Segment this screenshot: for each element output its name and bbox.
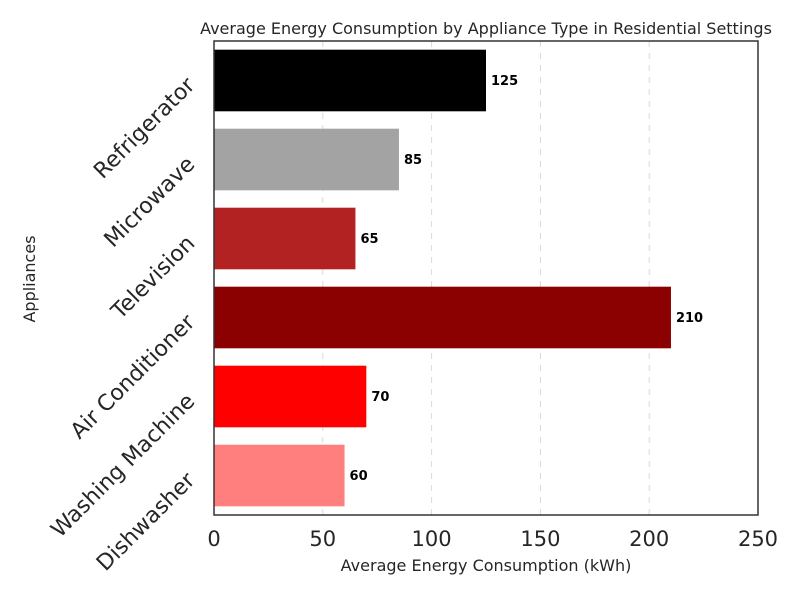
x-tick-label-2: 100 bbox=[412, 527, 452, 551]
x-tick-label-0: 0 bbox=[207, 527, 220, 551]
y-axis-label: Appliances bbox=[20, 235, 39, 322]
bar-3 bbox=[214, 286, 671, 349]
bar-5 bbox=[214, 444, 345, 507]
bar-0 bbox=[214, 49, 486, 112]
data-label-0: 125 bbox=[491, 74, 518, 89]
x-tick-label-3: 150 bbox=[520, 527, 560, 551]
x-tick-label-1: 50 bbox=[309, 527, 336, 551]
data-label-1: 85 bbox=[404, 153, 422, 168]
x-axis-label: Average Energy Consumption (kWh) bbox=[341, 556, 632, 575]
grid-lines bbox=[322, 41, 650, 515]
bars bbox=[214, 49, 671, 507]
data-labels: 125 85 65 210 70 60 bbox=[350, 74, 704, 484]
x-tick-label-5: 250 bbox=[738, 527, 778, 551]
x-tick-label-4: 200 bbox=[629, 527, 669, 551]
data-label-3: 210 bbox=[676, 311, 703, 326]
y-tick-label-4: Washing Machine bbox=[47, 389, 201, 543]
data-label-2: 65 bbox=[360, 232, 378, 247]
x-tick-labels: 0 50 100 150 200 250 bbox=[207, 527, 778, 551]
bar-1 bbox=[214, 128, 399, 191]
bar-2 bbox=[214, 207, 356, 270]
plot-frame bbox=[213, 40, 759, 516]
bar-4 bbox=[214, 365, 367, 428]
chart-title: Average Energy Consumption by Appliance … bbox=[200, 19, 772, 38]
data-label-4: 70 bbox=[371, 390, 389, 405]
data-label-5: 60 bbox=[350, 469, 368, 484]
